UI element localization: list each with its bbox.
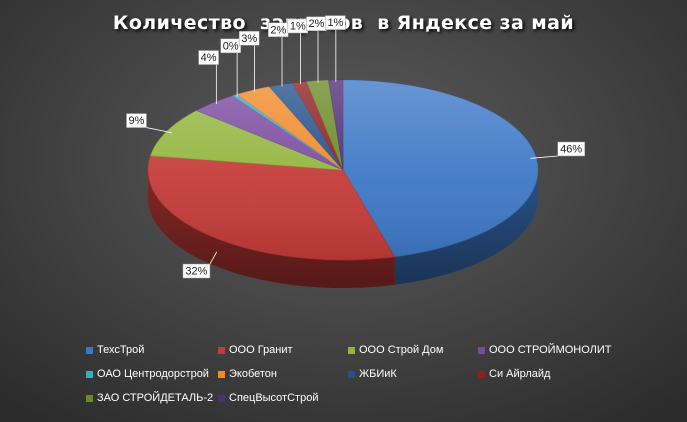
legend-item-6: Экобетон	[218, 367, 277, 381]
slice-1-data-label: 46%	[560, 143, 582, 155]
legend-item-8: Си Айрлайд	[478, 367, 550, 381]
legend-label: ОАО Центродорстрой	[97, 368, 209, 380]
slice-10-data-label: 1%	[327, 17, 343, 29]
legend-item-10: СпецВысотСтрой	[218, 391, 318, 405]
legend-label: ООО Строй Дом	[359, 344, 444, 356]
slice-7-data-label: 2%	[270, 24, 286, 36]
slice-2-leader-line	[209, 251, 218, 265]
slice-3-label-box	[126, 113, 147, 128]
slice-6-label-box	[238, 31, 260, 46]
slice-3-leader-line	[146, 127, 172, 134]
legend-label: ЗАО СТРОЙДЕТАЛЬ-2	[97, 392, 214, 404]
slice-3-data-label: 9%	[129, 115, 145, 127]
legend-label: ЖБИиК	[359, 368, 397, 380]
slice-10-label-box	[325, 15, 346, 30]
legend-label: ООО Гранит	[229, 344, 293, 356]
slice-8-data-label: 1%	[290, 21, 306, 33]
legend-swatch	[478, 346, 485, 354]
legend-label: ООО СТРОЙМОНОЛИТ	[489, 344, 612, 356]
legend-label: СпецВысотСтрой	[229, 392, 319, 404]
slice-2-label-box	[182, 263, 211, 279]
legend-swatch	[348, 370, 355, 378]
slice-5-data-label: 0%	[223, 40, 239, 52]
legend-swatch	[478, 370, 485, 378]
legend-swatch	[86, 370, 93, 378]
slice-1-label-box	[557, 141, 585, 157]
legend-label: Си Айрлайд	[489, 368, 551, 380]
legend-swatch	[86, 394, 93, 402]
legend-swatch	[218, 346, 225, 354]
pie-gloss	[148, 80, 538, 260]
slice-9-data-label: 2%	[309, 18, 325, 30]
slice-4-label-box	[198, 50, 219, 65]
slice-6-data-label: 3%	[241, 33, 257, 45]
legend-item-9: ЗАО СТРОЙДЕТАЛЬ-2	[86, 391, 213, 405]
legend-item-4: ООО СТРОЙМОНОЛИТ	[478, 343, 612, 357]
legend-swatch	[348, 346, 355, 354]
legend-label: Экобетон	[229, 368, 277, 380]
legend-item-1: ТехсТрой	[86, 343, 144, 357]
slice-4-data-label: 4%	[201, 52, 217, 64]
slice-2-data-label: 32%	[185, 266, 207, 278]
slice-1-side-shade	[394, 170, 538, 285]
slice-5-label-box	[220, 38, 241, 54]
legend-label: ТехсТрой	[97, 344, 145, 356]
legend-item-5: ОАО Центродорстрой	[86, 367, 209, 381]
legend-item-7: ЖБИиК	[348, 367, 397, 381]
slice-2-side-shade	[148, 170, 395, 288]
legend-swatch	[218, 394, 225, 402]
legend-item-3: ООО Строй Дом	[348, 343, 443, 357]
legend-swatch	[218, 370, 225, 378]
legend-swatch	[86, 346, 93, 354]
slice-1-leader-line	[530, 155, 558, 159]
legend-item-2: ООО Гранит	[218, 343, 293, 357]
